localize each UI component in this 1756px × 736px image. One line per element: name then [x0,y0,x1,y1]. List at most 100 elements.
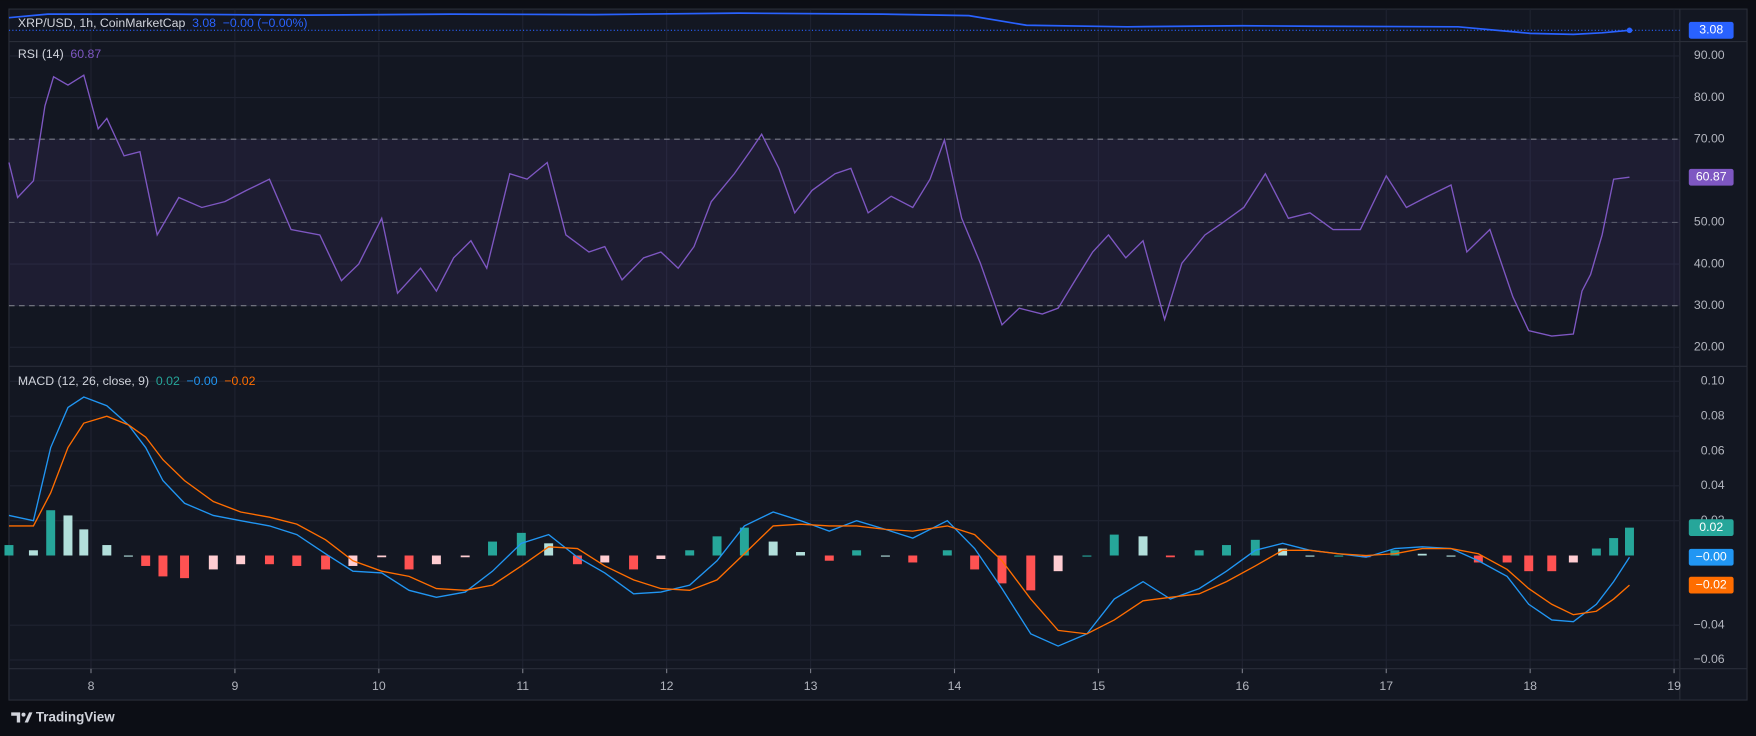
histogram-bar [1109,534,1119,556]
histogram-bar [377,555,387,558]
histogram-bar [685,550,695,556]
histogram-bar [572,555,582,565]
macd-line [8,396,1631,647]
y-tick-label: −0.04 [1694,617,1725,631]
histogram-bar [880,555,890,557]
last-price: 3.08 [192,16,216,30]
value-badge-label: 3.08 [1699,23,1723,37]
x-tick-label: 16 [1235,679,1249,693]
histogram-bar [1165,555,1175,558]
histogram-bar [796,552,805,556]
y-tick-label: 90.00 [1694,48,1725,62]
histogram-bar [1278,548,1288,556]
histogram-bar [1624,527,1634,556]
histogram-bar [102,545,112,556]
y-tick-label: 40.00 [1694,256,1725,270]
x-tick-label: 11 [516,679,529,693]
histogram-bar [1250,539,1260,556]
histogram-bar [1334,555,1344,557]
histogram-bar [208,555,218,570]
value-badge [1688,21,1734,39]
y-tick-label: 0.10 [1701,374,1725,388]
histogram-bar [123,555,133,557]
indicator-title: RSI (14) [18,47,64,61]
histogram-bar [292,555,302,566]
histogram-bar [158,555,168,577]
y-tick-label: 70.00 [1694,131,1725,145]
y-tick-label: 0.04 [1701,478,1725,492]
y-tick-label: −0.06 [1694,652,1725,666]
macd-line [8,415,1630,635]
x-tick-label: 19 [1667,679,1681,693]
histogram-bar [460,555,470,558]
histogram-bar [1502,555,1512,563]
histogram-bar [1568,555,1578,563]
value-badge [1688,576,1734,594]
histogram-bar [180,555,190,579]
histogram-bar [46,510,56,556]
histogram-bar [1591,548,1601,556]
histogram-bar [970,555,980,570]
value-badge-label: 60.87 [1696,169,1727,183]
histogram-bar [1473,555,1483,563]
histogram-bar [739,527,749,556]
rsi-line [8,74,1630,337]
value-badge-label: 0.02 [1699,520,1723,534]
x-tick-label: 13 [804,679,818,693]
histogram-bar [852,550,862,556]
histogram-bar [1390,550,1400,556]
x-tick-label: 10 [372,679,386,693]
histogram-bar [1138,536,1148,556]
x-tick-label: 15 [1092,679,1106,693]
brand-logo [11,712,33,723]
chart-title: XRP/USD, 1h, CoinMarketCap [18,16,186,30]
value-badge-label: −0.00 [1696,549,1727,563]
histogram-bar [997,555,1007,584]
price-change: −0.00 (−0.00%) [223,16,308,30]
price-line [8,12,1630,36]
histogram-bar [824,555,834,561]
histogram-bar [4,545,14,556]
line-value: −0.02 [224,374,255,388]
y-tick-label: 30.00 [1694,298,1725,312]
x-tick-label: 9 [231,679,238,693]
brand-name: TradingView [36,710,115,725]
histogram-bar [768,541,778,556]
histogram-bar [1222,545,1231,556]
value-badge-label: −0.02 [1696,577,1727,591]
histogram-bar [544,543,554,556]
histogram-bar [1417,553,1427,556]
histogram-bar [264,555,274,565]
value-badge [1688,168,1734,186]
y-tick-label: 0.08 [1701,408,1725,422]
histogram-bar [1609,538,1619,556]
histogram-bar [1305,555,1315,557]
histogram-bar [1053,555,1063,572]
histogram-bar [1361,555,1371,558]
histogram-bar [236,555,246,565]
last-price-dot [1626,27,1633,34]
rsi-band [8,139,1680,306]
histogram-value: 0.02 [156,374,180,388]
histogram-bar [1524,555,1534,572]
histogram-bar [600,555,610,563]
y-tick-label: 50.00 [1694,215,1725,229]
indicator-title: MACD (12, 26, close, 9) [18,374,149,388]
histogram-bar [1547,555,1557,572]
histogram-bar [488,541,498,556]
histogram-bar [321,555,331,570]
histogram-bar [28,550,38,556]
x-tick-label: 8 [88,679,95,693]
histogram-bar [1082,555,1092,557]
chart-frame [8,8,1748,701]
histogram-bar [1194,550,1204,556]
histogram-bar [1026,555,1036,591]
histogram-bar [1446,555,1456,557]
histogram-bar [712,536,722,556]
line-value: −0.00 [187,374,218,388]
y-tick-label: 20.00 [1694,340,1725,354]
histogram-bar [908,555,918,563]
indicator-value: 60.87 [70,47,101,61]
